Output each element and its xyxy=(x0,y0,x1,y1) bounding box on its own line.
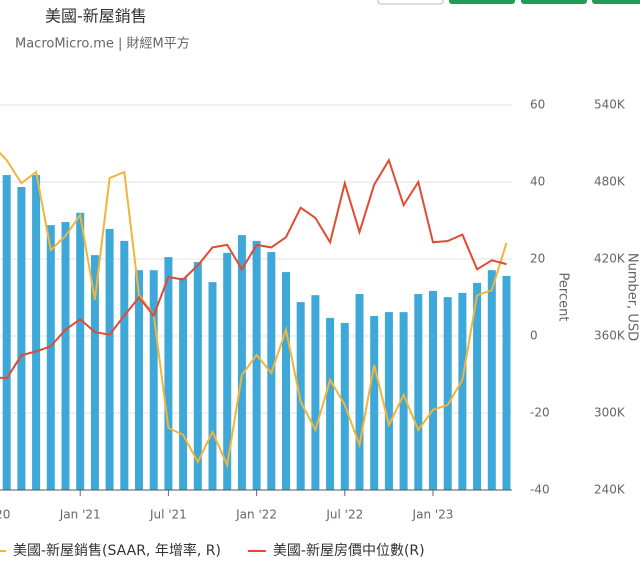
y2-tick-label: 240K xyxy=(594,483,626,497)
bar xyxy=(399,312,408,490)
bar xyxy=(384,312,393,490)
bar xyxy=(149,270,158,490)
x-tick-label: Jan '23 xyxy=(412,508,454,522)
button[interactable] xyxy=(377,0,444,5)
bar xyxy=(473,282,482,490)
bar xyxy=(135,270,143,490)
bar xyxy=(443,297,452,490)
line xyxy=(0,151,508,469)
bar xyxy=(46,225,55,490)
y2-axis-title: Number, USD xyxy=(625,253,640,341)
bar xyxy=(208,282,217,490)
bar xyxy=(105,228,114,490)
y-tick-label: 40 xyxy=(530,175,545,189)
bar xyxy=(193,262,202,490)
y2-tick-label: 300K xyxy=(594,406,626,420)
bar xyxy=(355,294,364,490)
bar xyxy=(252,240,261,490)
y-tick-label: 20 xyxy=(530,252,545,266)
bar xyxy=(414,294,423,490)
y2-tick-label: 420K xyxy=(594,252,626,266)
bar xyxy=(296,302,305,490)
bar xyxy=(164,257,173,490)
bar xyxy=(223,252,232,490)
y-tick-label: -40 xyxy=(530,483,550,497)
x-tick-label: Jul '20 xyxy=(0,508,10,522)
bar xyxy=(76,212,85,491)
legend-label: 美國-新屋房價中位數(R) xyxy=(273,542,425,559)
bar xyxy=(429,290,437,490)
chart-title: 美國-新屋銷售 xyxy=(45,7,147,26)
chart-subtitle: MacroMicro.me | 財經M平方 xyxy=(15,36,190,52)
x-tick-label: Jul '22 xyxy=(325,508,363,522)
y-tick-label: -20 xyxy=(530,406,550,420)
bar xyxy=(502,275,511,490)
button[interactable] xyxy=(449,0,515,4)
bar xyxy=(487,270,496,490)
x-tick-label: Jul '21 xyxy=(149,508,187,522)
y-axis-title: Percent xyxy=(556,273,571,322)
y-tick-label: 0 xyxy=(530,329,538,343)
y2-tick-label: 480K xyxy=(594,175,626,189)
bar xyxy=(370,315,379,490)
bar xyxy=(90,255,99,490)
bar xyxy=(179,277,188,490)
legend-label: 美國-新屋銷售(SAAR, 年增率, R) xyxy=(13,542,221,559)
bar xyxy=(61,222,70,491)
button[interactable] xyxy=(592,0,640,4)
y2-tick-label: 360K xyxy=(594,329,626,343)
bar xyxy=(326,317,335,490)
bar xyxy=(32,175,41,490)
bar xyxy=(2,175,11,490)
bar xyxy=(120,240,129,490)
y-tick-label: 60 xyxy=(530,98,545,112)
bar xyxy=(282,272,290,490)
line xyxy=(0,157,507,380)
x-tick-label: Jan '22 xyxy=(235,508,277,522)
bar xyxy=(311,295,320,490)
button[interactable] xyxy=(521,0,587,4)
bar xyxy=(237,235,246,490)
bar xyxy=(458,292,467,490)
y2-tick-label: 540K xyxy=(594,98,626,112)
x-tick-label: Jan '21 xyxy=(59,508,101,522)
bar xyxy=(17,187,26,490)
